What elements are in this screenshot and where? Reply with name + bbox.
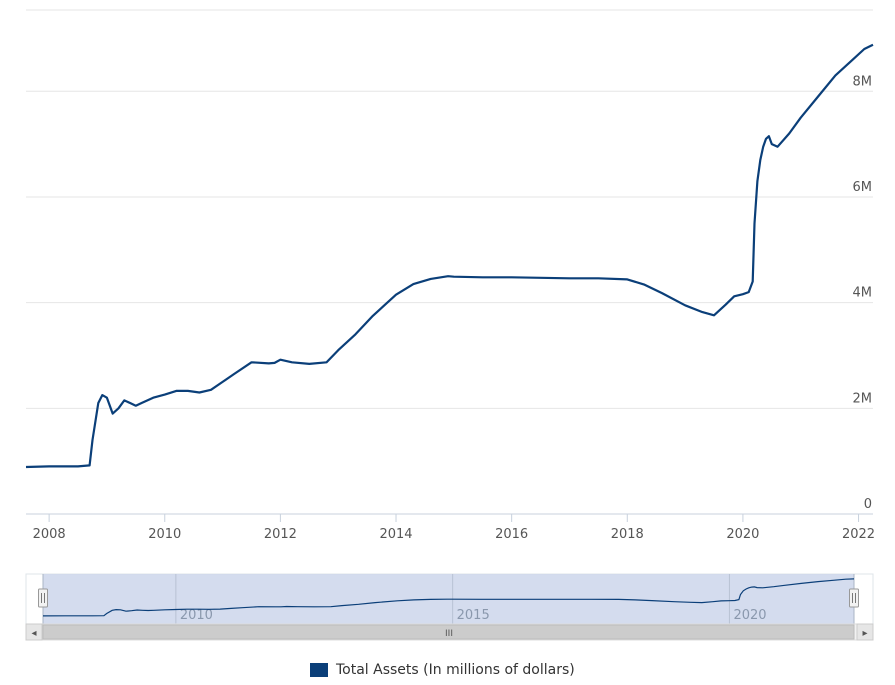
legend-swatch [310,663,328,677]
scrollbar-grip-icon: III [445,629,453,639]
legend-label: Total Assets (In millions of dollars) [336,662,575,678]
x-tick-label: 2010 [148,527,181,542]
x-tick-label: 2014 [379,527,412,542]
grid-lines [26,9,873,409]
x-tick-label: 2008 [33,527,66,542]
x-tick-label: 2016 [495,527,528,542]
scrollbar-right-arrow-icon: ▸ [862,628,867,639]
scrollbar-left-arrow-icon: ◂ [31,628,36,639]
y-tick-label: 2M [853,391,873,406]
navigator-right-handle[interactable] [849,588,859,608]
scrollbar-thumb[interactable] [42,624,855,640]
x-tick-label: 2012 [264,527,297,542]
x-axis-ticks: 2008 2010 2012 2014 2016 2018 2020 2022 [33,514,875,542]
y-tick-label: 6M [853,180,873,195]
y-tick-label: 4M [853,286,873,301]
scrollbar-right-button[interactable] [856,623,874,641]
y-tick-label: 0 [864,497,872,512]
y-tick-label: 8M [853,74,873,89]
y-axis-ticks: 0 2M 4M 6M 8M [853,74,873,512]
x-tick-label: 2018 [611,527,644,542]
x-tick-label: 2022 [842,527,875,542]
navigator-tick-label: 2020 [733,608,766,623]
navigator-tick-label: 2015 [457,608,490,623]
series-line-total-assets[interactable] [25,43,874,469]
navigator-left-handle[interactable] [38,588,48,608]
legend[interactable]: Total Assets (In millions of dollars) [310,660,575,680]
scrollbar-left-button[interactable] [25,623,43,641]
navigator-series-line [42,578,855,617]
navigator-ticks: 2010 2015 2020 [175,574,767,624]
navigator-tick-label: 2010 [180,608,213,623]
x-tick-label: 2020 [726,527,759,542]
